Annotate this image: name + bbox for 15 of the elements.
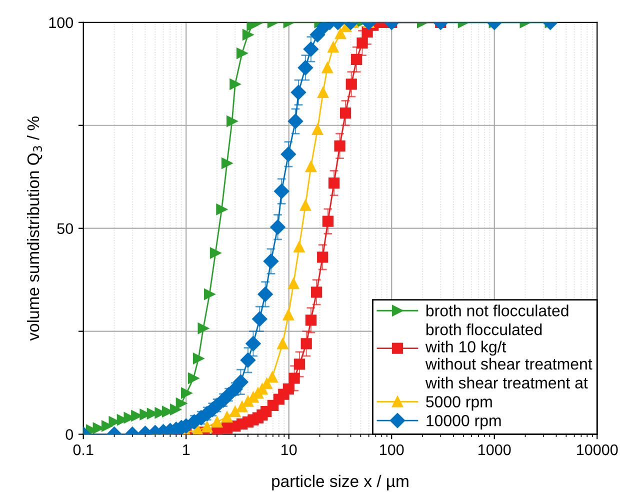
x-tick-label: 0.1 — [73, 444, 94, 456]
x-tick-label: 100 — [380, 444, 404, 456]
x-tick-label: 10000 — [577, 444, 618, 456]
y-tick-label: 50 — [57, 223, 74, 234]
y-axis-title: volume sumdistribution Q$_{3}$ / % — [26, 116, 42, 341]
x-tick-label: 1 — [183, 444, 190, 456]
x-tick-label: 1000 — [478, 444, 511, 456]
legend-label: 5000 rpm — [426, 396, 492, 411]
x-axis-title: particle size x / µm — [272, 474, 408, 490]
legend-label: 10000 rpm — [426, 414, 501, 430]
annotation: with shear treatment at — [425, 376, 588, 389]
y-tick-label: 0 — [66, 429, 74, 440]
x-tick-label: 10 — [282, 444, 297, 456]
legend-label: broth not flocculated — [426, 304, 568, 316]
y-tick-label: 100 — [49, 17, 74, 28]
